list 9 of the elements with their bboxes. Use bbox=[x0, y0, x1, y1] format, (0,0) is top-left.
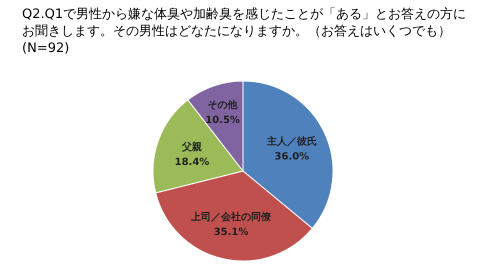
slice-label: 主人／彼氏 bbox=[266, 136, 317, 148]
slice-label: 父親 bbox=[180, 140, 202, 153]
data-label: 35.1% bbox=[214, 227, 248, 238]
data-label: 10.5% bbox=[205, 114, 240, 126]
slice-label: その他 bbox=[208, 98, 239, 111]
chart-title: Q2.Q1で男性から嫌な体臭や加齢臭を感じたことが「ある」とお答えの方にお聞きします。その男性はどなたになりますか。（お答えはいくつでも）(N=92) bbox=[22, 6, 468, 57]
slice-label: 上司／会社の同僚 bbox=[190, 211, 272, 224]
data-label: 36.0% bbox=[274, 152, 310, 163]
data-label: 18.4% bbox=[174, 156, 210, 168]
